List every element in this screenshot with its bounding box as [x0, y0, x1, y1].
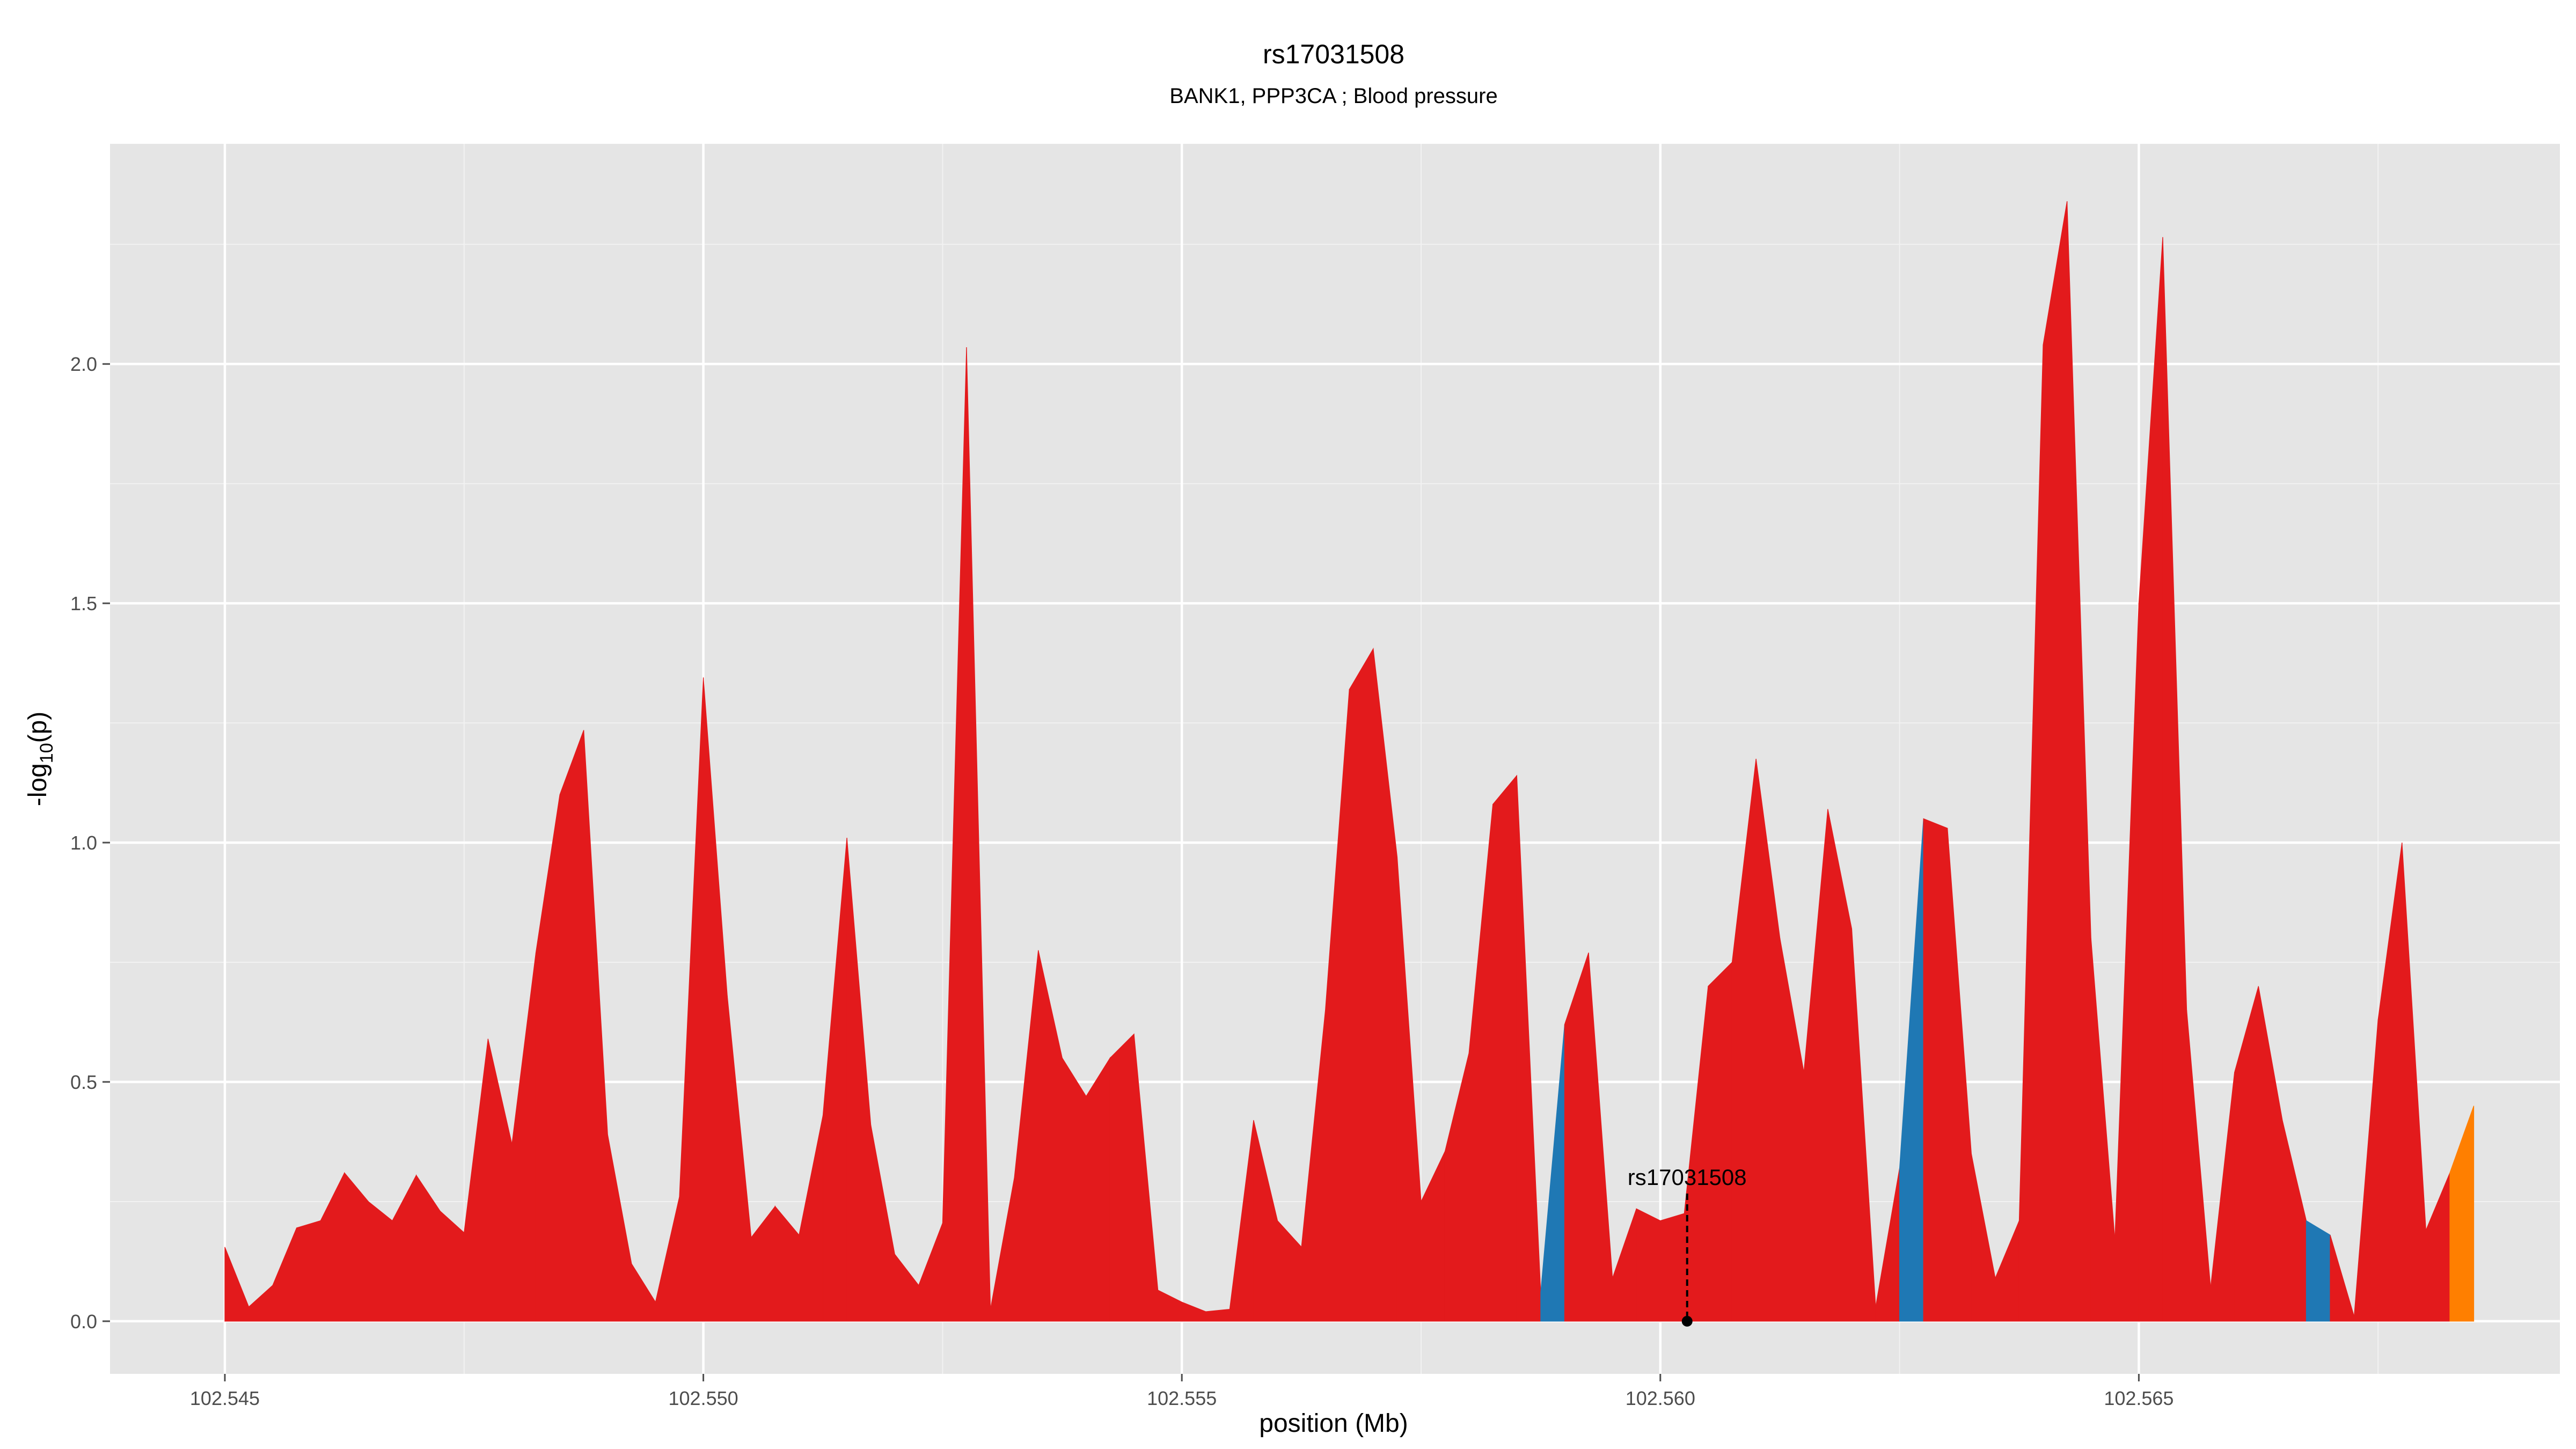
x-tick-label-1: 102.550 [669, 1387, 738, 1409]
area-segment-62 [1708, 961, 1733, 1322]
y-tick-label-2: 1.0 [70, 832, 97, 854]
area-segment-37 [1109, 1033, 1135, 1322]
area-segment-3 [296, 1220, 321, 1322]
area-segment-76 [2043, 201, 2068, 1322]
y-tick-label-3: 1.5 [70, 592, 97, 614]
chart-title: rs17031508 [1263, 39, 1404, 69]
annotation-label: rs17031508 [1628, 1165, 1747, 1190]
area-segment-59 [1636, 1208, 1661, 1322]
annotation-point [1681, 1315, 1693, 1327]
y-axis-title-subscript: 10 [36, 743, 57, 763]
x-tick-label-3: 102.560 [1626, 1387, 1695, 1409]
chart-subtitle: BANK1, PPP3CA ; Blood pressure [1169, 84, 1497, 108]
y-tick-label-4: 2.0 [70, 353, 97, 375]
area-segment-71 [1923, 818, 1948, 1322]
y-axis-title-main: -log [24, 763, 52, 806]
y-tick-label-1: 0.5 [70, 1071, 97, 1093]
x-tick-label-2: 102.555 [1147, 1387, 1217, 1409]
y-tick-label-0: 0.0 [70, 1311, 97, 1333]
y-axis-title: -log10(p) [24, 712, 57, 807]
area-segment-87 [2306, 1220, 2331, 1322]
area-layer [224, 201, 2475, 1322]
area-segment-41 [1205, 1308, 1230, 1322]
y-axis-ticks: 0.0 0.5 1.0 1.5 2.0 [70, 353, 110, 1333]
area-segment-60 [1660, 1213, 1685, 1322]
area-segment-93 [2449, 1106, 2475, 1322]
area-segment-6 [368, 1201, 393, 1322]
x-axis-ticks: 102.545 102.550 102.555 102.560 102.565 [190, 1374, 2174, 1409]
annotation-layer: rs17031508 [1628, 1165, 1747, 1327]
area-segment-35 [1062, 1057, 1087, 1322]
area-segment-14 [559, 730, 584, 1322]
area-segment-47 [1349, 647, 1374, 1322]
y-axis-title-rest: (p) [24, 712, 52, 743]
area-segment-53 [1492, 774, 1517, 1322]
x-tick-label-4: 102.565 [2104, 1387, 2174, 1409]
x-axis-title: position (Mb) [1259, 1409, 1408, 1438]
area-segment-36 [1086, 1057, 1111, 1322]
x-tick-label-0: 102.545 [190, 1387, 260, 1409]
